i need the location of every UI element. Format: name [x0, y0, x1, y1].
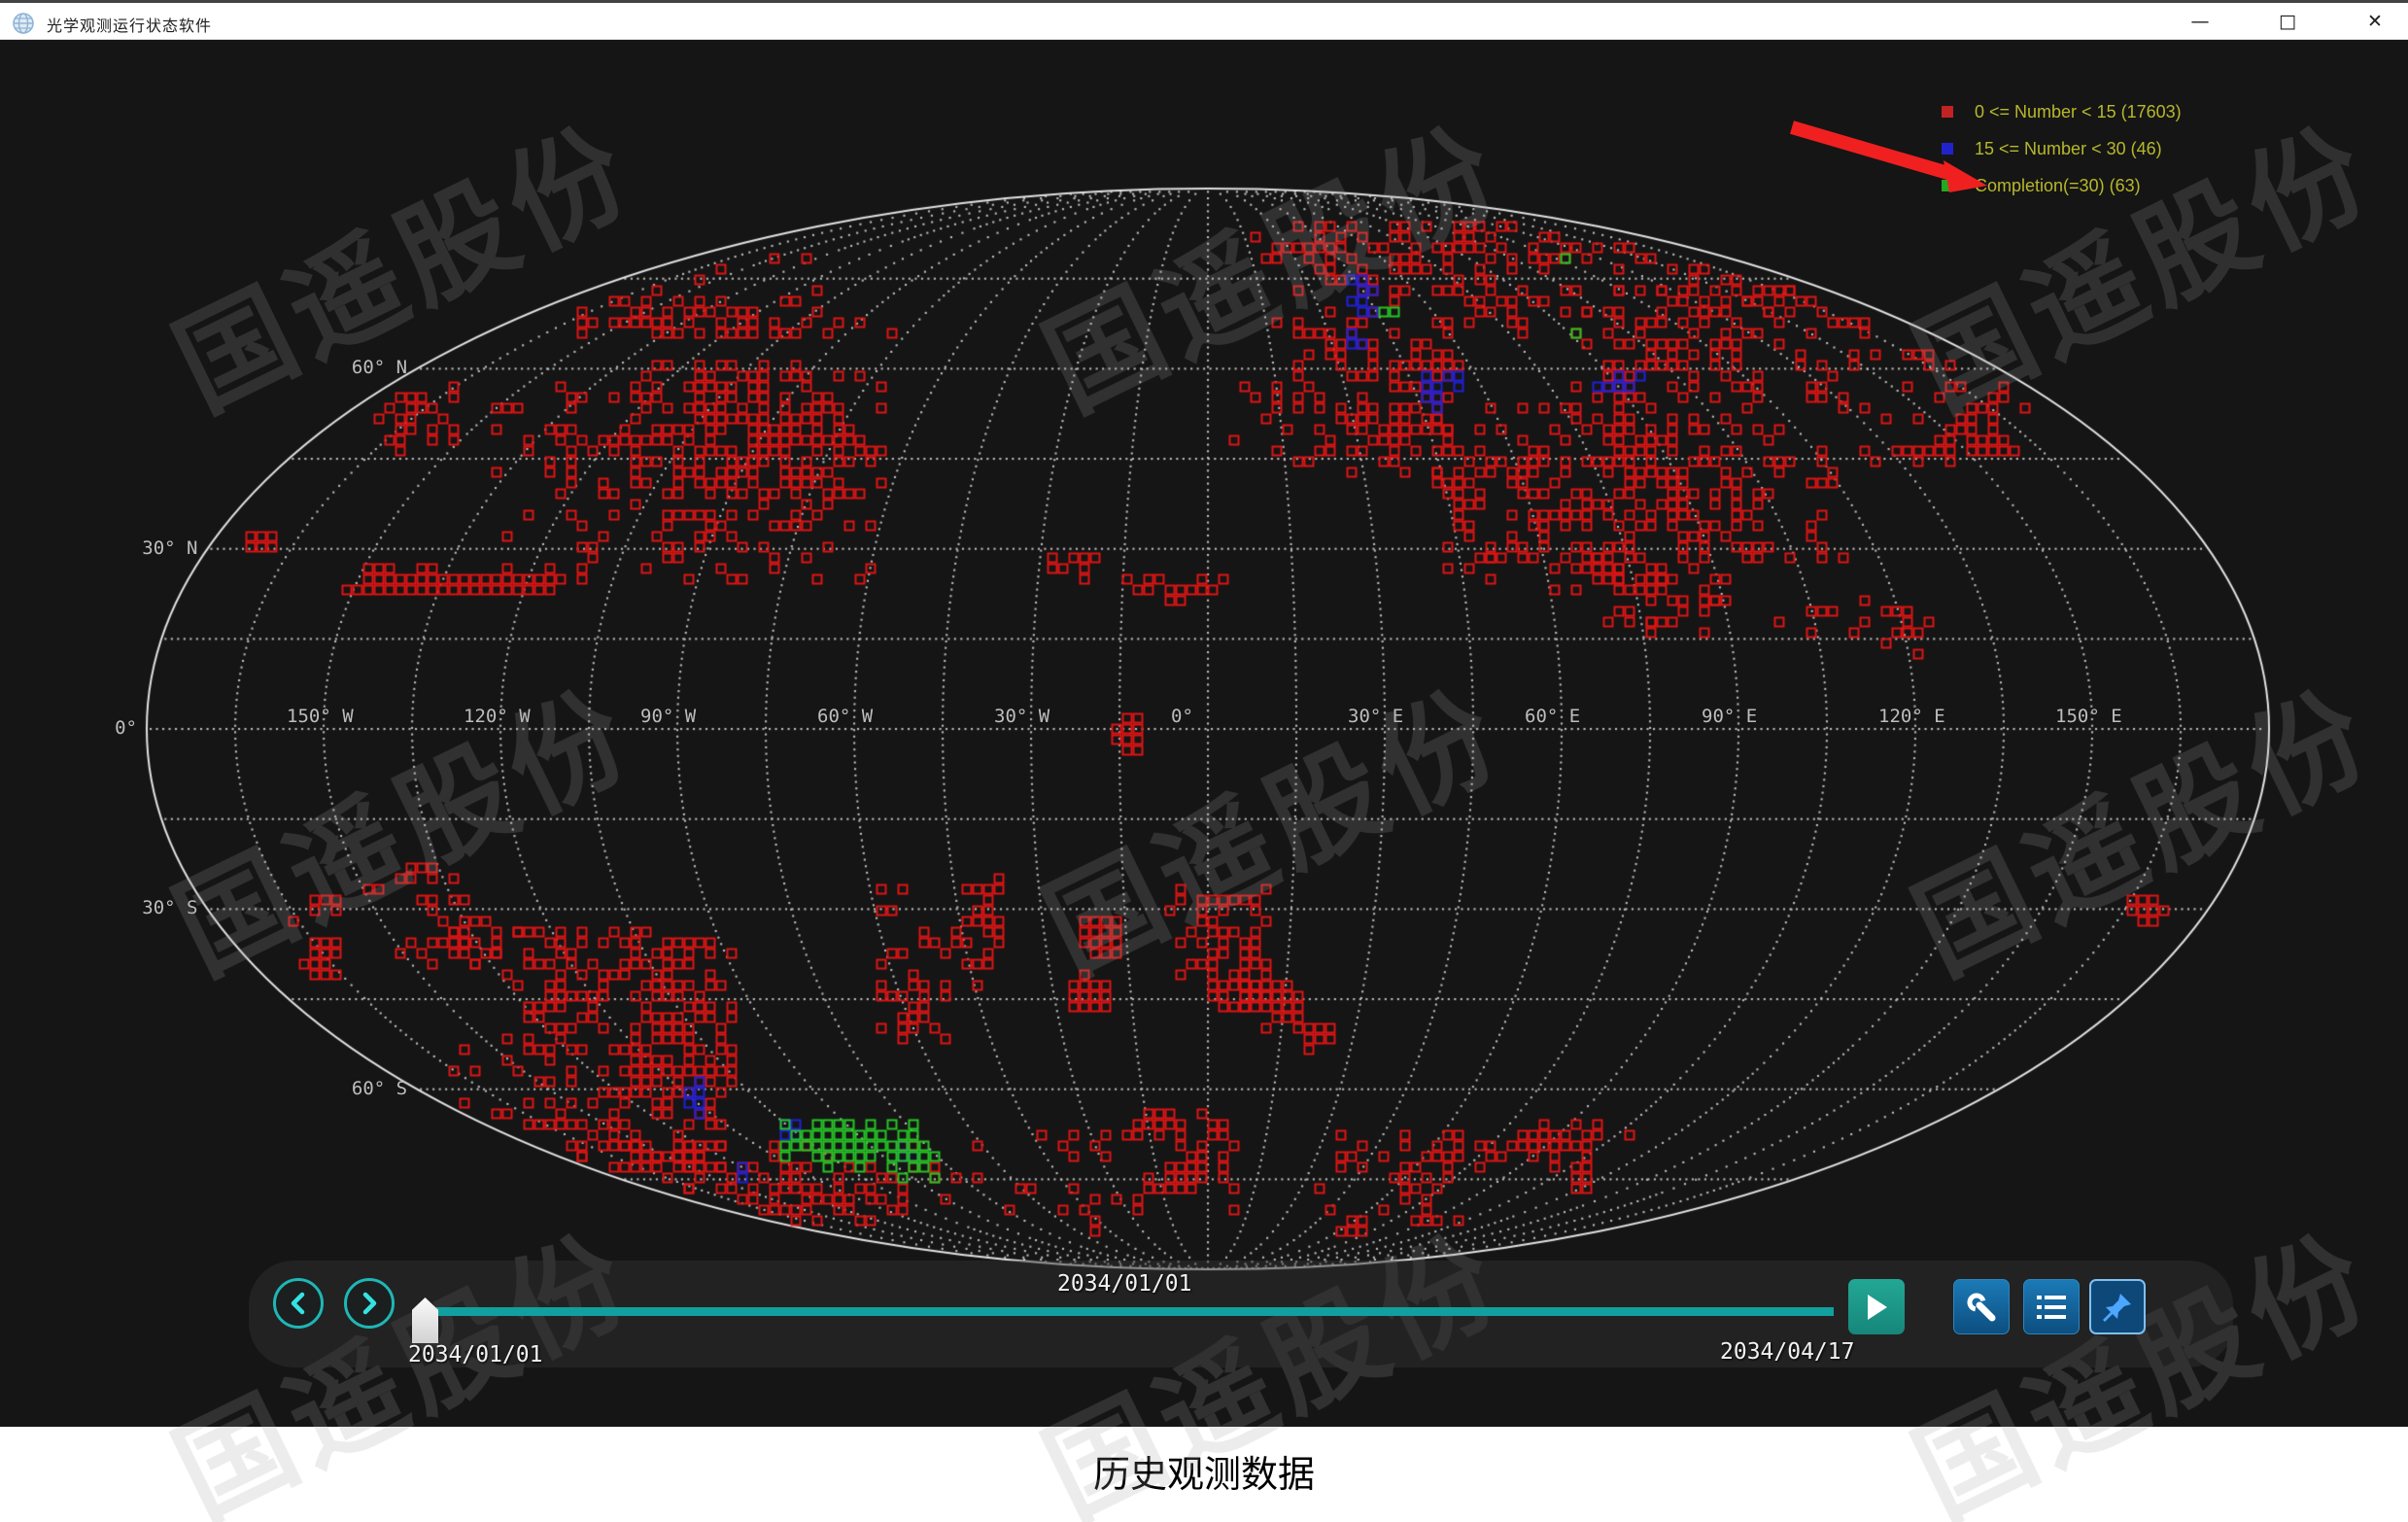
lon-label: 60° E	[1525, 706, 1581, 727]
settings-button[interactable]	[1953, 1279, 2010, 1334]
end-date-label: 2034/04/17	[1720, 1339, 1855, 1365]
lat-label: 0°	[115, 717, 137, 739]
close-button[interactable]: ✕	[2344, 3, 2406, 40]
annotation-arrow-icon	[1790, 121, 1987, 192]
lat-label: 30° S	[142, 897, 198, 919]
lat-label: 60° S	[351, 1077, 408, 1099]
pin-button[interactable]	[2089, 1279, 2146, 1334]
lat-label: 30° N	[142, 536, 198, 559]
wrench-icon	[1967, 1293, 1996, 1321]
timeline-track[interactable]	[436, 1307, 1834, 1316]
next-step-button[interactable]	[344, 1278, 395, 1329]
legend-swatch-blue	[1942, 143, 1953, 155]
lon-label: 30° W	[994, 706, 1050, 727]
minimize-button[interactable]: —	[2169, 3, 2231, 40]
list-button[interactable]	[2023, 1279, 2080, 1334]
chevron-left-icon	[291, 1292, 305, 1315]
lon-label: 120° W	[464, 706, 531, 727]
legend-label: Completion(=30) (63)	[1975, 176, 2141, 195]
lon-label: 0°	[1171, 706, 1193, 727]
prev-step-button[interactable]	[273, 1278, 324, 1329]
legend-swatch-red	[1942, 106, 1953, 118]
legend-label: 15 <= Number < 30 (46)	[1975, 139, 2162, 158]
play-icon	[1868, 1294, 1887, 1320]
lon-label: 90° E	[1702, 706, 1758, 727]
app-title: 光学观测运行状态软件	[47, 18, 213, 35]
map-panel: 国遥股份 国遥股份 国遥股份 国遥股份 国遥股份 国遥股份 国遥股份 国遥股份 国遥股份 60°…	[0, 40, 2408, 1522]
map-canvas[interactable]	[0, 40, 2408, 1427]
lon-label: 150° W	[287, 706, 354, 727]
lon-label: 150° E	[2055, 706, 2122, 727]
titlebar: 光学观测运行状态软件 — □ ✕	[0, 0, 2408, 40]
lat-label: 60° N	[351, 357, 408, 379]
list-icon	[2037, 1295, 2066, 1319]
pin-icon	[2103, 1293, 2131, 1322]
legend-label: 0 <= Number < 15 (17603)	[1975, 102, 2182, 121]
lon-label: 120° E	[1878, 706, 1945, 727]
play-button[interactable]	[1848, 1279, 1905, 1334]
maximize-button[interactable]: □	[2256, 3, 2319, 40]
caption-strip: 历史观测数据	[0, 1427, 2408, 1522]
start-date-label: 2034/01/01	[408, 1342, 543, 1367]
page-caption: 历史观测数据	[1092, 1455, 1315, 1496]
globe-icon	[13, 13, 34, 34]
lon-label: 60° W	[817, 706, 874, 727]
lon-label: 30° E	[1348, 706, 1404, 727]
lon-label: 90° W	[640, 706, 697, 727]
current-date-label: 2034/01/01	[1057, 1271, 1192, 1297]
chevron-right-icon	[362, 1292, 377, 1315]
